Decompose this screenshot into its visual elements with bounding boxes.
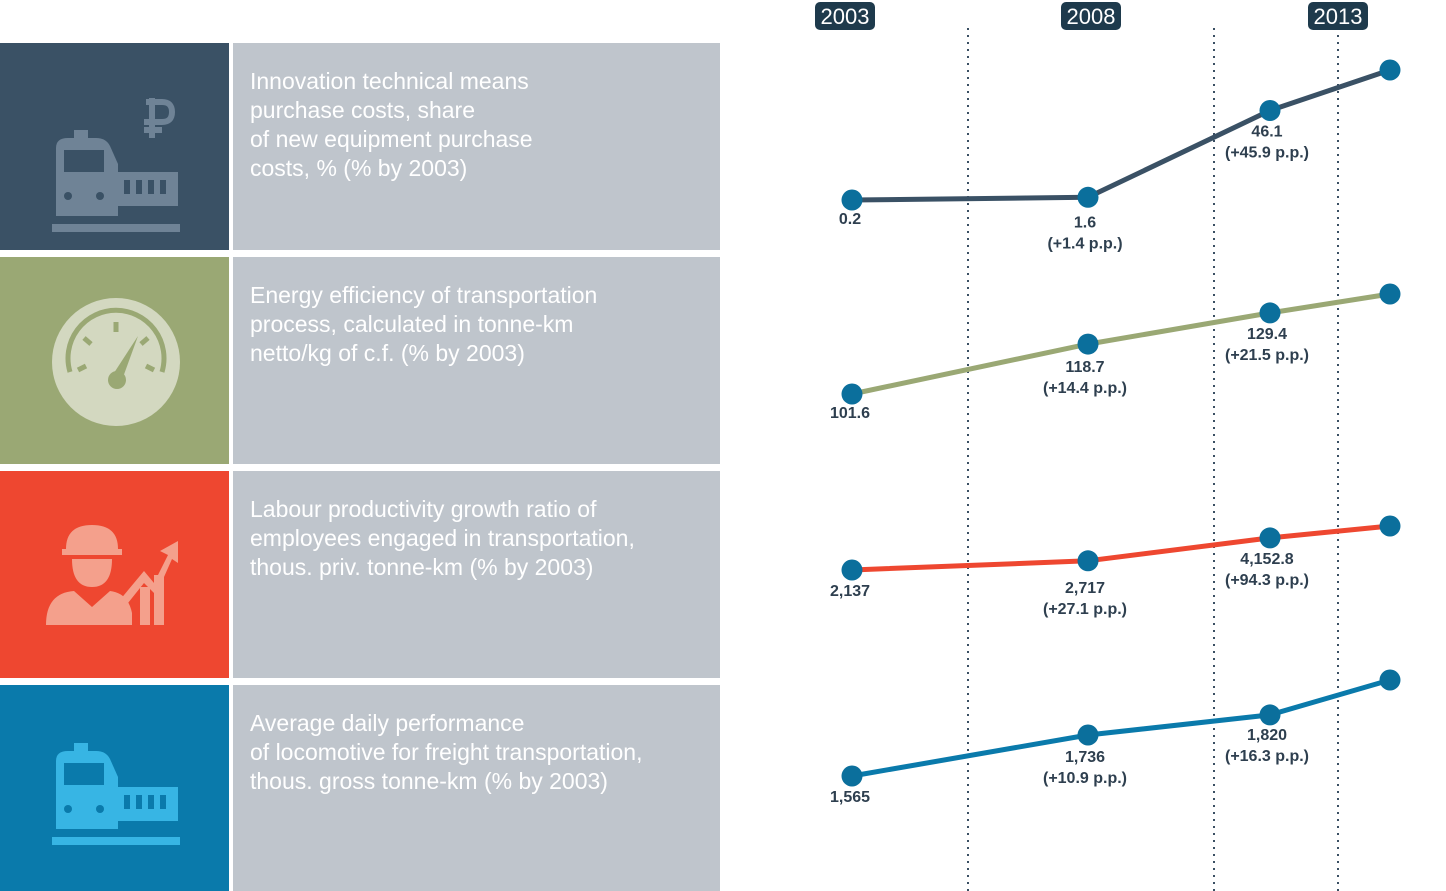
year-badge [1061, 2, 1121, 30]
change-label: (+27.1 p.p.) [1043, 601, 1127, 618]
data-label: 1,565 [830, 789, 870, 806]
data-point [1379, 515, 1401, 537]
indicator-row-energy: Energy efficiency of transportation proc… [0, 257, 720, 464]
data-label: 1,820 [1247, 727, 1287, 744]
indicator-row-labour: Labour productivity growth ratio of empl… [0, 471, 720, 678]
data-label: 46.1 [1251, 123, 1282, 140]
change-label: (+94.3 p.p.) [1225, 572, 1309, 589]
year-label: 2013 [1314, 4, 1363, 29]
data-label: 129.4 [1247, 326, 1287, 343]
data-label: 2,137 [830, 583, 870, 600]
data-point [1077, 724, 1099, 746]
data-point [1259, 527, 1281, 549]
data-point [1379, 669, 1401, 691]
data-label: 1,736 [1065, 749, 1105, 766]
data-point [841, 383, 863, 405]
data-point [1259, 302, 1281, 324]
series-line [851, 291, 1391, 397]
gauge-icon [52, 298, 180, 426]
series-line [851, 523, 1391, 573]
indicator-row-innovation: Innovation technical means purchase cost… [0, 43, 720, 250]
year-label: 2003 [821, 4, 870, 29]
data-label: 101.6 [830, 405, 870, 422]
indicator-title: Innovation technical means purchase cost… [250, 68, 533, 181]
icon-panel [0, 685, 229, 891]
icon-panel [0, 471, 229, 678]
year-label: 2008 [1067, 4, 1116, 29]
indicator-title: Energy efficiency of transportation proc… [250, 282, 598, 366]
change-label: (+16.3 p.p.) [1225, 748, 1309, 765]
data-label: 1.6 [1074, 214, 1096, 231]
change-label: (+21.5 p.p.) [1225, 347, 1309, 364]
data-label: 2,717 [1065, 580, 1105, 597]
indicator-row-locomotive: Average daily performance of locomotive … [0, 685, 720, 891]
year-badge [815, 2, 875, 30]
icon-panel [0, 257, 229, 464]
data-point [841, 189, 863, 211]
year-badge [1308, 2, 1368, 30]
change-label: (+10.9 p.p.) [1043, 770, 1127, 787]
worker-growth-icon [46, 525, 178, 625]
indicator-description: Energy efficiency of transportation proc… [233, 257, 720, 464]
data-label: 0.2 [839, 211, 861, 228]
data-label: 4,152.8 [1240, 551, 1293, 568]
train-ruble-icon [52, 98, 180, 232]
indicator-title: Average daily performance of locomotive … [250, 710, 643, 794]
indicator-description: Average daily performance of locomotive … [233, 685, 720, 891]
series-line [851, 67, 1391, 203]
data-label: 118.7 [1065, 359, 1104, 376]
data-point [841, 559, 863, 581]
locomotive-icon [52, 743, 180, 845]
data-point [1077, 550, 1099, 572]
data-point [1077, 186, 1099, 208]
data-point [1259, 100, 1281, 121]
change-label: (+1.4 p.p.) [1047, 235, 1122, 252]
data-point [841, 765, 863, 787]
data-point [1379, 59, 1401, 81]
data-point [1259, 704, 1281, 726]
indicator-title: Labour productivity growth ratio of empl… [250, 496, 635, 580]
indicator-description: Labour productivity growth ratio of empl… [233, 471, 720, 678]
change-label: (+14.4 p.p.) [1043, 380, 1127, 397]
series-line [851, 677, 1391, 779]
icon-panel [0, 43, 229, 250]
indicator-description: Innovation technical means purchase cost… [233, 43, 720, 250]
data-point [1077, 333, 1099, 355]
data-point [1379, 283, 1401, 305]
change-label: (+45.9 p.p.) [1225, 144, 1309, 161]
